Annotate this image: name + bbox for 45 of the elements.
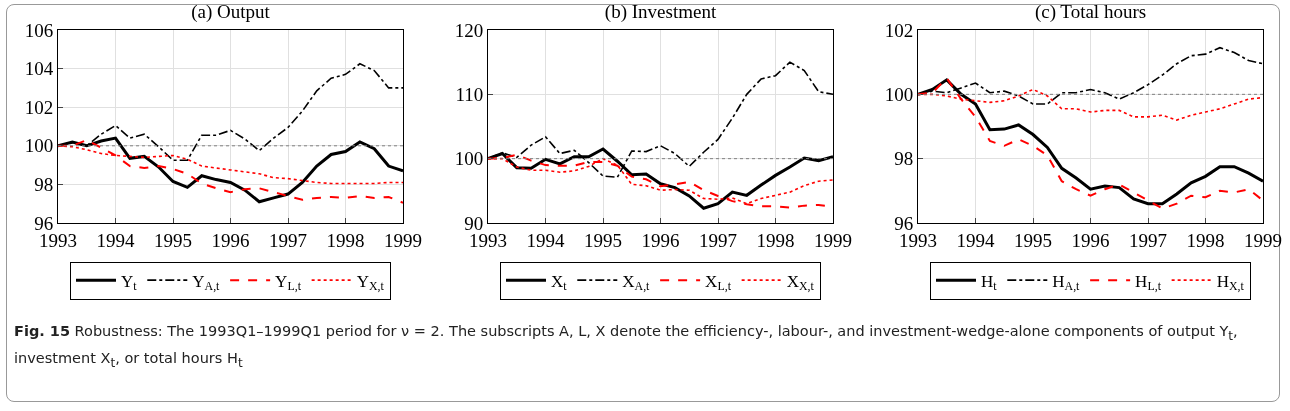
x-tick-label: 1996 [641,229,680,251]
y-tick-label: 104 [24,58,54,80]
legend-label: H$_{t}$ [981,271,998,294]
x-tick-label: 1998 [326,229,365,251]
x-tick-label: 1995 [154,229,192,251]
y-tick-label: 110 [455,83,484,105]
legend-label: Y$_{t}$ [121,271,138,294]
y-tick-label: 106 [24,19,54,41]
x-tick-label: 1995 [584,229,622,251]
y-tick-label: 100 [884,83,914,105]
legend-label: Y$_{A,t}$ [192,271,221,294]
x-tick-label: 1994 [526,229,565,251]
y-tick-label: 100 [24,135,54,157]
legend-label: X$_{A,t}$ [622,271,651,294]
x-tick-label: 1999 [1244,229,1282,251]
y-tick-label: 102 [24,96,54,118]
x-tick-label: 1996 [1071,229,1110,251]
y-tick-label: 98 [894,148,914,170]
x-tick-label: 1997 [1129,229,1167,251]
legend-label: H$_{X,t}$ [1216,271,1245,294]
x-tick-label: 1999 [814,229,852,251]
x-tick-label: 1999 [384,229,422,251]
legend-label: H$_{L,t}$ [1135,271,1162,294]
x-tick-label: 1998 [1186,229,1225,251]
x-tick-label: 1997 [269,229,307,251]
legend-label: X$_{L,t}$ [705,271,732,294]
x-tick-label: 1996 [211,229,250,251]
legend-label: Y$_{L,t}$ [275,271,302,294]
chart-title: (a) Output [191,0,271,23]
y-tick-label: 120 [454,19,484,41]
y-tick-label: 102 [884,19,914,41]
legend-label: X$_{t}$ [551,271,568,294]
chart-title: (c) Total hours [1034,0,1147,23]
y-tick-label: 98 [34,174,54,196]
legend-label: Y$_{X,t}$ [356,271,385,294]
y-tick-label: 100 [454,148,484,170]
text: Fig. 15 Robustness: The 1993Q1–1999Q1 period for ν = 2. The subscripts A, L, X denote the efficiency-, labour-, and investment-wedge-alone components of output Y$_{t}$, investment X$_{t}$, or total hours H$_{t}$ [14,323,1238,370]
x-tick-label: 1997 [699,229,737,251]
x-tick-label: 1994 [96,229,135,251]
x-tick-label: 1998 [756,229,795,251]
chart-title: (b) Investment [604,0,717,23]
legend-label: X$_{X,t}$ [786,271,815,294]
legend-label: H$_{A,t}$ [1052,271,1081,294]
x-tick-label: 1995 [1014,229,1052,251]
x-tick-label: 1994 [956,229,995,251]
